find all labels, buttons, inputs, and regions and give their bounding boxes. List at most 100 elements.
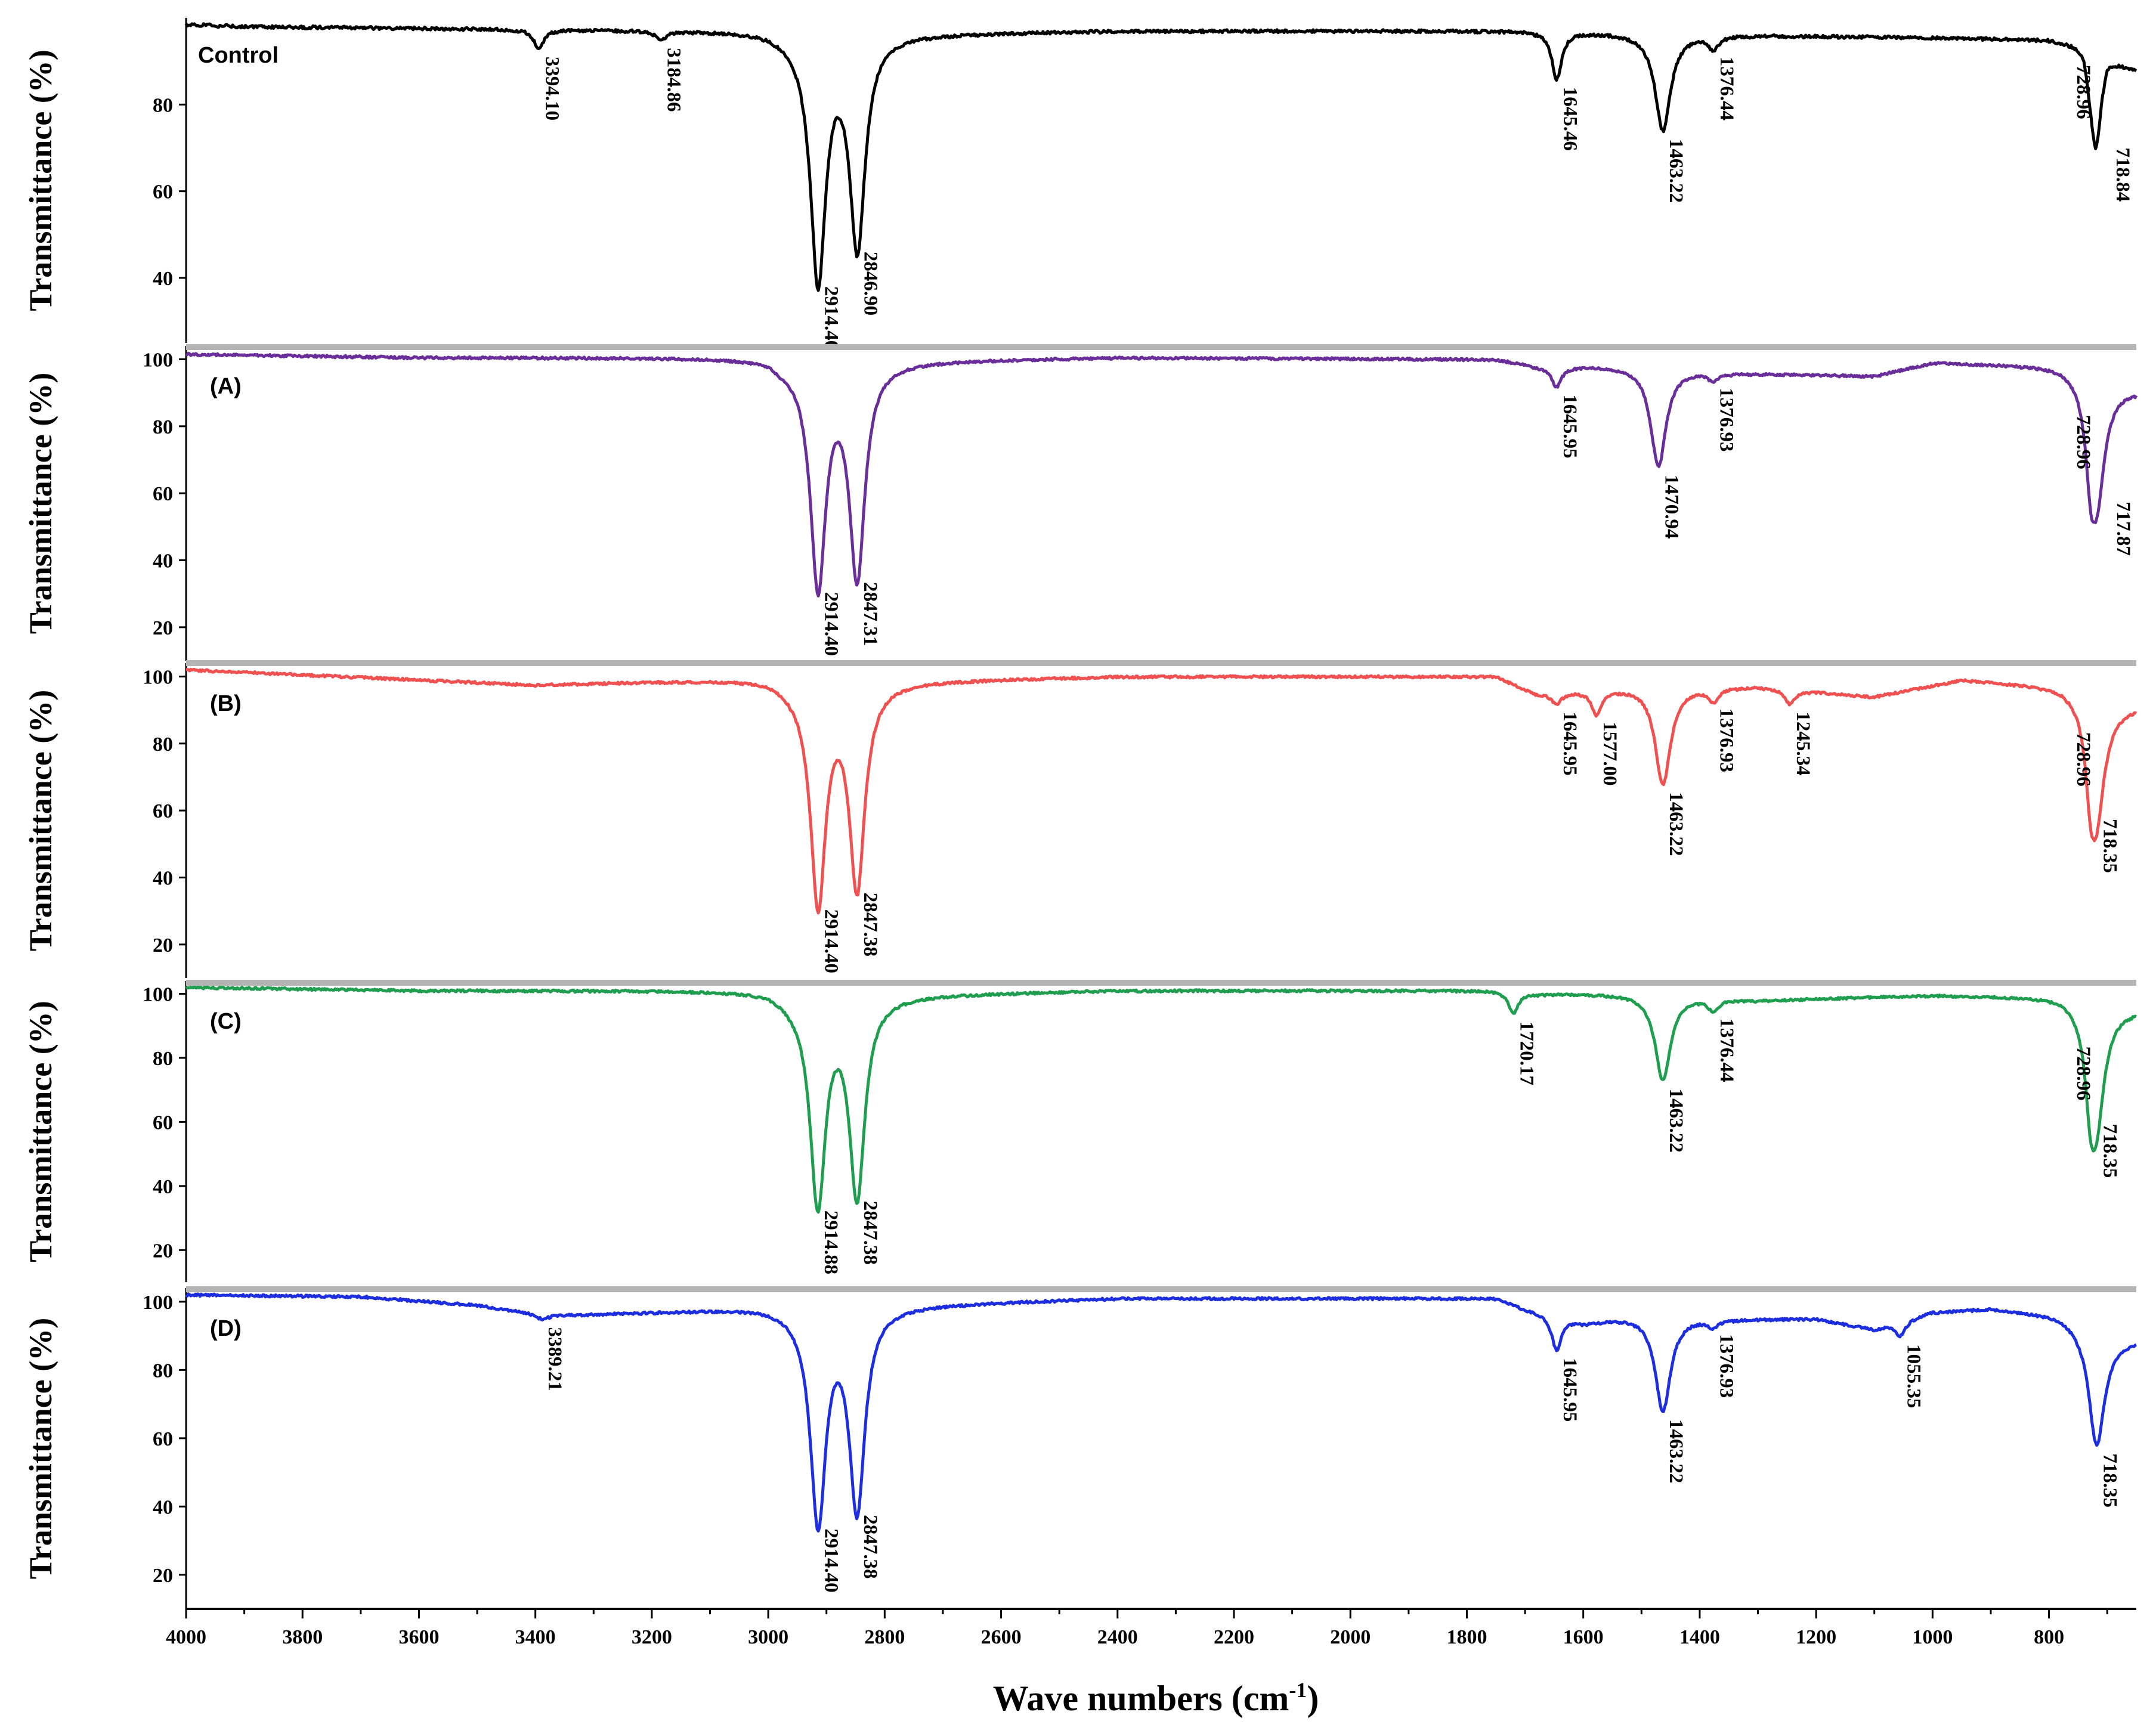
y-tick-label: 40 bbox=[153, 867, 173, 889]
x-tick-label: 2400 bbox=[1097, 1626, 1138, 1648]
peak-label: 1245.34 bbox=[1792, 711, 1814, 775]
x-tick-label: 3800 bbox=[282, 1626, 323, 1648]
peak-label: 1645.95 bbox=[1559, 1358, 1580, 1422]
peak-label: 718.35 bbox=[2099, 819, 2120, 873]
y-tick-label: 80 bbox=[153, 1048, 173, 1070]
y-tick-label: 40 bbox=[153, 550, 173, 572]
peak-label: 718.35 bbox=[2099, 1453, 2120, 1508]
peak-label: 1376.93 bbox=[1715, 1334, 1737, 1398]
panel-1: 20 40 60 80 100 Transmittance (%) (A) 1645.95 29… bbox=[23, 346, 2138, 661]
peak-label: 2914.88 bbox=[820, 1211, 842, 1274]
peak-label: 2914.40 bbox=[821, 592, 842, 656]
x-tick-label: 3000 bbox=[748, 1626, 788, 1648]
x-tick-label: 800 bbox=[2034, 1626, 2064, 1648]
x-tick-label: 1000 bbox=[1912, 1626, 1953, 1648]
y-tick-label: 100 bbox=[143, 666, 173, 688]
x-tick-label: 2600 bbox=[981, 1626, 1022, 1648]
spectrum-panels: 40 60 80 Transmittance (%) Control 3394.10 318… bbox=[23, 18, 2138, 1609]
y-tick-label: 80 bbox=[153, 733, 173, 756]
spectrum-line bbox=[185, 667, 2138, 915]
x-title-text: Wave numbers (cm bbox=[993, 1679, 1289, 1718]
peak-label: 1463.22 bbox=[1665, 139, 1687, 203]
peak-label: 1376.44 bbox=[1716, 1018, 1737, 1082]
panel-2: 20 40 60 80 100 Transmittance (%) (B) 1645.95 15… bbox=[23, 663, 2138, 978]
panel-label: (B) bbox=[210, 691, 242, 716]
x-tick-label: 1600 bbox=[1563, 1626, 1604, 1648]
x-tick-label: 1400 bbox=[1679, 1626, 1720, 1648]
panel-4: 20 40 60 80 100 Transmittance (%) (D) 3389.21 29… bbox=[23, 1288, 2137, 1609]
y-tick-label: 20 bbox=[153, 1565, 173, 1587]
peak-label: 2846.90 bbox=[860, 252, 881, 315]
y-tick-label: 60 bbox=[153, 800, 173, 822]
x-axis: 4000 3800 3600 3400 3200 3000 2800 2600 2400 2200… bbox=[166, 1608, 2136, 1648]
y-axis-title: Transmittance (%) bbox=[23, 373, 58, 634]
y-tick-label: 20 bbox=[153, 617, 173, 639]
y-tick-label: 80 bbox=[153, 416, 173, 438]
peak-label: 1055.35 bbox=[1903, 1344, 1924, 1408]
y-tick-label: 40 bbox=[153, 1176, 173, 1198]
y-tick-label: 20 bbox=[153, 1240, 173, 1262]
spectrum-line bbox=[185, 985, 2137, 1214]
x-tick-label: 2200 bbox=[1214, 1626, 1254, 1648]
peak-label: 1645.46 bbox=[1559, 87, 1580, 151]
peak-label: 2914.40 bbox=[821, 1528, 842, 1592]
peak-label: 1470.94 bbox=[1661, 475, 1682, 538]
spectrum-line bbox=[185, 1292, 2137, 1533]
peak-label: 718.35 bbox=[2099, 1124, 2120, 1178]
y-tick-label: 80 bbox=[153, 94, 173, 116]
peak-label: 1577.00 bbox=[1599, 722, 1620, 785]
y-tick-label: 40 bbox=[153, 268, 173, 290]
peak-label: 1463.22 bbox=[1665, 1089, 1687, 1153]
y-tick-label: 60 bbox=[153, 483, 173, 505]
peak-label: 2914.40 bbox=[821, 286, 842, 350]
peak-label: 1376.93 bbox=[1715, 708, 1737, 772]
panel-label: (C) bbox=[210, 1009, 242, 1034]
panel-label: Control bbox=[198, 43, 279, 68]
peak-label: 3389.21 bbox=[544, 1327, 565, 1391]
x-tick-label: 3400 bbox=[515, 1626, 556, 1648]
y-tick-label: 60 bbox=[153, 181, 173, 203]
panel-label: (A) bbox=[210, 374, 242, 399]
peak-label: 1463.22 bbox=[1665, 1419, 1687, 1483]
peak-label: 728.96 bbox=[2073, 1047, 2094, 1101]
peak-label: 2847.38 bbox=[859, 1515, 881, 1578]
x-tick-label: 4000 bbox=[166, 1626, 206, 1648]
y-tick-label: 100 bbox=[143, 983, 173, 1005]
y-tick-label: 100 bbox=[143, 1292, 173, 1314]
x-tick-label: 2000 bbox=[1330, 1626, 1371, 1648]
peak-label: 2914.40 bbox=[821, 909, 842, 973]
peak-label: 717.87 bbox=[2112, 502, 2134, 556]
y-tick-label: 80 bbox=[153, 1360, 173, 1382]
x-title-superscript: -1 bbox=[1289, 1678, 1307, 1702]
peak-label: 728.96 bbox=[2073, 415, 2094, 469]
peak-label: 2847.31 bbox=[859, 582, 881, 646]
panel-0: 40 60 80 Transmittance (%) Control 3394.10 318… bbox=[23, 18, 2138, 350]
y-tick-label: 100 bbox=[143, 349, 173, 371]
x-tick-label: 3200 bbox=[632, 1626, 672, 1648]
peak-label: 1376.93 bbox=[1715, 388, 1737, 451]
peak-label: 718.84 bbox=[2112, 148, 2133, 202]
x-title-end: ) bbox=[1307, 1679, 1319, 1718]
y-tick-label: 60 bbox=[153, 1428, 173, 1450]
x-tick-label: 3600 bbox=[398, 1626, 439, 1648]
x-tick-label: 2800 bbox=[864, 1626, 905, 1648]
peak-label: 1376.44 bbox=[1716, 57, 1737, 120]
y-tick-label: 60 bbox=[153, 1112, 173, 1134]
y-axis-title: Transmittance (%) bbox=[23, 1318, 58, 1579]
y-tick-label: 40 bbox=[153, 1496, 173, 1518]
y-tick-label: 20 bbox=[153, 934, 173, 957]
panel-3: 20 40 60 80 100 Transmittance (%) (C) 1720.17 29… bbox=[23, 981, 2137, 1282]
peak-label: 1645.95 bbox=[1559, 394, 1580, 458]
peak-label: 1463.22 bbox=[1665, 792, 1687, 856]
y-axis-title: Transmittance (%) bbox=[23, 49, 58, 311]
x-axis-title: Wave numbers (cm-1) bbox=[993, 1678, 1319, 1718]
peak-label: 3394.10 bbox=[541, 57, 562, 120]
peak-label: 1645.95 bbox=[1559, 711, 1580, 775]
peak-label: 2847.38 bbox=[859, 893, 881, 957]
peak-label: 1720.17 bbox=[1515, 1022, 1537, 1085]
y-axis-title: Transmittance (%) bbox=[23, 690, 58, 951]
spectrum-line bbox=[185, 351, 2138, 598]
peak-label: 2847.38 bbox=[859, 1201, 881, 1265]
x-tick-label: 1800 bbox=[1446, 1626, 1487, 1648]
peak-label: 3184.86 bbox=[663, 48, 685, 112]
